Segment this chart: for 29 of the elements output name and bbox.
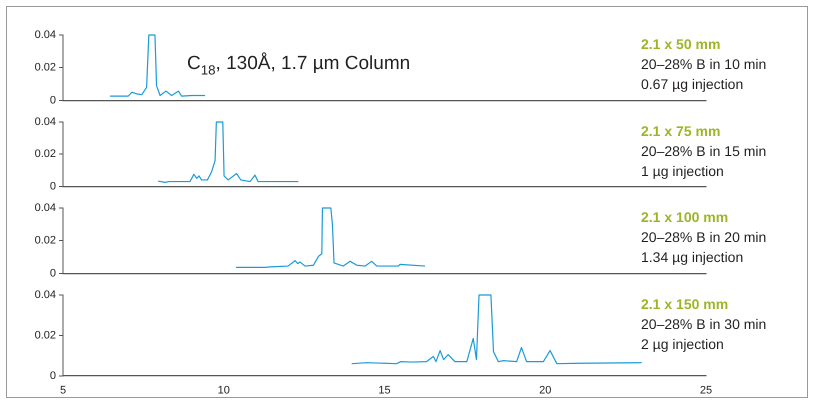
x-tick-label: 10 xyxy=(218,384,230,396)
y-tick-label: 0 xyxy=(50,370,56,382)
annotation: 20–28% B in 20 min xyxy=(641,229,766,245)
y-tick-label: 0.04 xyxy=(34,289,56,302)
annotation: 2.1 x 150 mm xyxy=(641,296,728,312)
y-tick-label: 0 xyxy=(50,267,56,280)
y-tick-label: 0.04 xyxy=(34,29,56,42)
annotation: 1 µg injection xyxy=(641,163,724,179)
x-tick-label: 15 xyxy=(378,384,391,396)
y-tick-label: 0 xyxy=(50,94,56,106)
y-tick-label: 0.02 xyxy=(34,62,56,74)
annotation: 20–28% B in 10 min xyxy=(641,56,766,72)
annotation: 2.1 x 100 mm xyxy=(641,209,728,225)
y-tick-label: 0.04 xyxy=(34,202,56,214)
y-tick-label: 0.02 xyxy=(34,148,56,160)
y-tick-label: 0.04 xyxy=(34,116,56,128)
x-tick-label: 5 xyxy=(60,384,66,396)
annotation: 0.67 µg injection xyxy=(641,76,744,92)
y-tick-label: 0 xyxy=(50,180,56,192)
x-tick-label: 25 xyxy=(700,384,712,396)
annotation: 2 µg injection xyxy=(641,336,724,352)
annotation: 2.1 x 75 mm xyxy=(641,123,720,139)
annotation: 20–28% B in 30 min xyxy=(641,316,766,332)
annotation: 1.34 µg injection xyxy=(641,249,744,265)
annotation: 2.1 x 50 mm xyxy=(641,36,720,52)
y-tick-label: 0.02 xyxy=(34,329,56,342)
annotation: 20–28% B in 15 min xyxy=(641,143,766,159)
x-tick-label: 20 xyxy=(539,384,552,396)
y-tick-label: 0.02 xyxy=(34,234,56,247)
